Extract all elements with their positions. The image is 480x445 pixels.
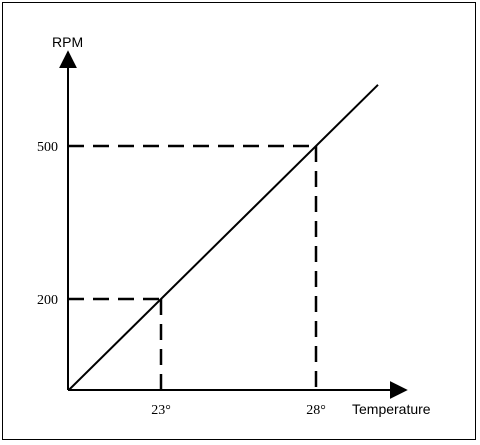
y-axis-label: RPM <box>52 34 83 50</box>
y-tick-label-1: 500 <box>37 140 58 155</box>
series-line-0 <box>68 84 379 391</box>
y-tick-label-0: 200 <box>37 293 58 308</box>
x-tick-label-0: 23° <box>151 403 171 418</box>
chart-marks: 23° 28° 200 500 <box>37 84 379 418</box>
x-axis-label: Temperature <box>352 401 431 417</box>
x-tick-label-1: 28° <box>306 403 326 418</box>
